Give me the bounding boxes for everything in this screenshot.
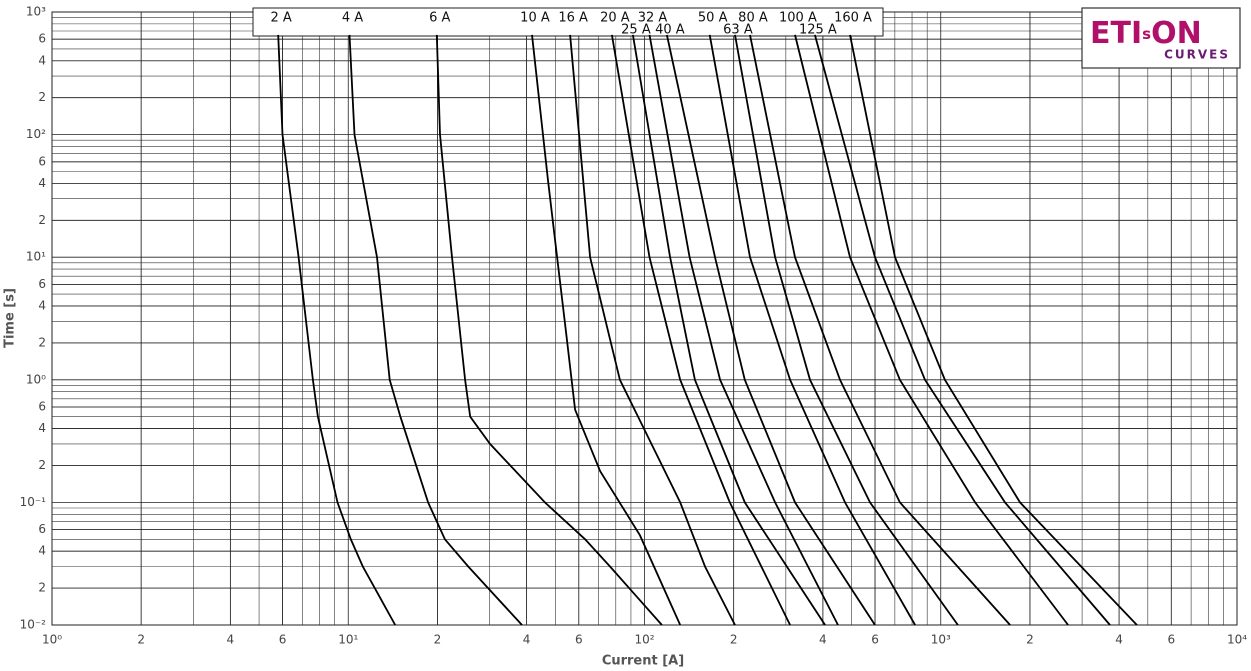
x-tick-label: 4 — [523, 633, 531, 647]
x-tick-label: 10⁴ — [1227, 633, 1247, 647]
y-tick-label: 2 — [38, 581, 46, 595]
legend-label: 16 A — [558, 11, 588, 26]
legend-label: 50 A — [698, 11, 728, 26]
y-tick-label: 6 — [38, 277, 46, 291]
y-tick-label: 10⁻² — [20, 618, 47, 632]
legend-label: 40 A — [655, 23, 685, 38]
legend-label: 2 A — [271, 11, 292, 26]
x-tick-label: 10⁰ — [42, 633, 62, 647]
y-tick-label: 10⁻¹ — [20, 495, 47, 509]
y-tick-label: 2 — [38, 458, 46, 472]
y-tick-label: 2 — [38, 90, 46, 104]
y-tick-label: 2 — [38, 213, 46, 227]
legend-label: 63 A — [723, 23, 753, 38]
curve — [734, 34, 959, 626]
logo-part: ON — [1151, 16, 1202, 51]
y-tick-label: 6 — [38, 32, 46, 46]
curve — [611, 34, 791, 626]
y-tick-label: 6 — [38, 154, 46, 168]
legend-label: 32 A — [638, 11, 668, 26]
curve — [708, 34, 916, 626]
logo-part: s — [1142, 25, 1151, 43]
y-tick-label: 4 — [38, 298, 46, 312]
x-tick-label: 10¹ — [338, 633, 358, 647]
legend-label: 20 A — [600, 11, 630, 26]
legend-label: 10 A — [520, 11, 550, 26]
x-tick-label: 2 — [137, 633, 145, 647]
y-tick-label: 10¹ — [26, 250, 46, 264]
x-tick-label: 2 — [730, 633, 738, 647]
curve — [648, 34, 839, 626]
y-tick-label: 10³ — [26, 5, 46, 19]
y-axis-label: Time [s] — [3, 288, 18, 348]
curve — [435, 34, 663, 626]
curve — [849, 34, 1138, 626]
curve — [666, 34, 876, 626]
logo-text: ETIsON — [1090, 16, 1202, 51]
y-tick-label: 4 — [38, 53, 46, 67]
y-tick-label: 10⁰ — [26, 372, 46, 386]
x-tick-label: 6 — [871, 633, 879, 647]
legend-label: 100 A — [779, 11, 817, 26]
curve — [277, 34, 396, 626]
x-tick-label: 4 — [227, 633, 235, 647]
curve — [749, 34, 1011, 626]
legend-label: 4 A — [342, 11, 363, 26]
x-tick-label: 6 — [1167, 633, 1175, 647]
y-tick-label: 2 — [38, 335, 46, 349]
curve — [794, 34, 1069, 626]
x-tick-label: 4 — [819, 633, 827, 647]
logo-tagline: CURVES — [1164, 48, 1230, 62]
x-tick-label: 10³ — [931, 633, 951, 647]
x-tick-label: 2 — [1026, 633, 1034, 647]
x-tick-label: 2 — [434, 633, 442, 647]
curve — [531, 34, 682, 626]
legend-label: 80 A — [738, 11, 768, 26]
legend-label: 125 A — [799, 23, 837, 38]
legend-label: 6 A — [429, 11, 450, 26]
x-tick-label: 10² — [634, 633, 654, 647]
x-tick-label: 6 — [575, 633, 583, 647]
y-tick-label: 6 — [38, 399, 46, 413]
y-tick-label: 4 — [38, 544, 46, 558]
curve — [814, 34, 1111, 626]
curve — [632, 34, 826, 626]
legend-label: 25 A — [621, 23, 651, 38]
y-tick-label: 6 — [38, 522, 46, 536]
logo-box — [1081, 7, 1241, 69]
y-tick-label: 4 — [38, 176, 46, 190]
x-axis-label: Current [A] — [602, 654, 684, 669]
legend-box — [252, 7, 884, 37]
y-tick-label: 4 — [38, 421, 46, 435]
x-tick-label: 6 — [279, 633, 287, 647]
curve — [348, 34, 523, 626]
x-tick-label: 4 — [1115, 633, 1123, 647]
curve — [569, 34, 736, 626]
y-tick-label: 10² — [26, 127, 46, 141]
legend-label: 160 A — [834, 11, 872, 26]
logo-part: ETI — [1090, 16, 1142, 51]
